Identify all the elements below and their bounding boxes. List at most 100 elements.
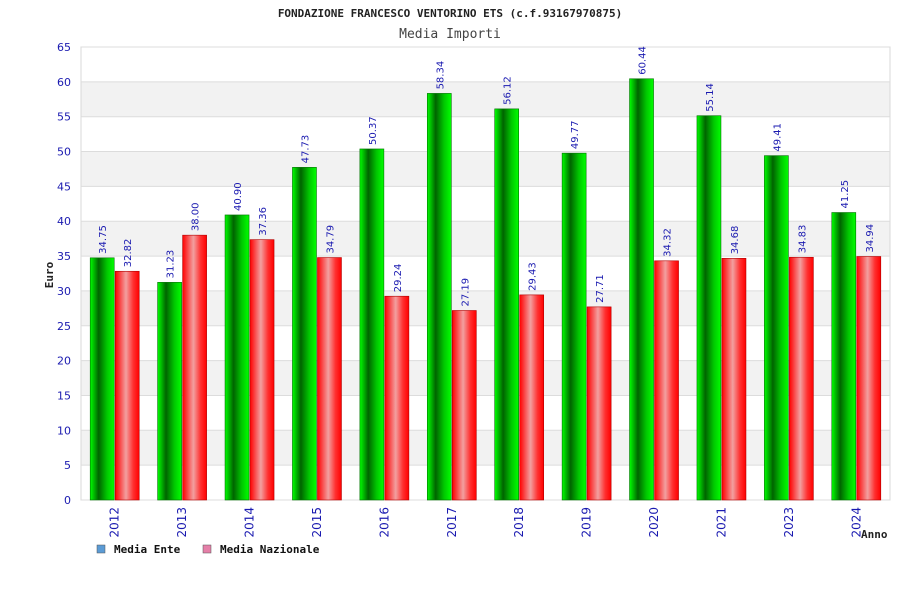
bar-media-ente — [561, 152, 587, 501]
bar-media-ente — [494, 108, 520, 501]
y-tick-label: 50 — [57, 146, 71, 159]
y-tick-label: 60 — [57, 76, 71, 89]
plot-band — [81, 465, 890, 500]
bar-media-ente — [157, 282, 182, 501]
y-tick-label: 65 — [57, 41, 71, 54]
legend-swatch-media-nazionale — [202, 544, 212, 554]
value-label-media-nazionale: 34.68 — [730, 226, 741, 255]
bar-media-ente — [831, 212, 857, 501]
x-tick-label: 2016 — [377, 507, 391, 538]
y-axis-label: Euro — [43, 261, 56, 288]
plot-band — [81, 290, 890, 326]
y-tick-label: 45 — [57, 180, 71, 193]
bar-media-ente — [629, 78, 654, 501]
y-tick-label: 25 — [57, 320, 71, 333]
value-label-media-nazionale: 32.82 — [123, 239, 134, 268]
value-label-media-nazionale: 29.24 — [393, 264, 404, 293]
bar-media-nazionale — [654, 260, 679, 501]
y-tick-label: 20 — [57, 355, 71, 368]
x-tick-label: 2019 — [580, 507, 594, 538]
legend-label-media-nazionale: Media Nazionale — [220, 543, 320, 556]
value-label-media-ente: 49.77 — [570, 121, 581, 150]
x-tick-label: 2015 — [310, 507, 324, 538]
x-tick-label: 2018 — [512, 507, 526, 538]
value-label-media-ente: 50.37 — [368, 116, 379, 145]
y-tick-label: 55 — [57, 111, 71, 124]
plot-band — [81, 395, 890, 431]
bar-media-nazionale — [586, 306, 612, 501]
bar-media-nazionale — [789, 256, 814, 501]
plot-band — [81, 256, 890, 291]
x-tick-label: 2012 — [108, 507, 122, 538]
value-label-media-ente: 41.25 — [840, 180, 851, 209]
value-label-media-nazionale: 34.32 — [663, 228, 674, 257]
y-tick-label: 10 — [57, 424, 71, 437]
y-tick-label: 30 — [57, 285, 71, 298]
legend-label-media-ente: Media Ente — [114, 543, 181, 556]
x-tick-label: 2013 — [175, 507, 189, 538]
bar-media-nazionale — [317, 257, 342, 501]
bar-media-ente — [224, 214, 250, 501]
x-axis-ticks: 2012 2013 2014 2015 2016 2017 2018 2019 2020 2021… — [108, 507, 864, 538]
value-label-media-ente: 47.73 — [300, 135, 311, 164]
plot-band — [81, 47, 890, 82]
plot-band — [81, 186, 890, 222]
x-tick-label: 2020 — [647, 507, 661, 538]
bar-media-nazionale — [114, 270, 140, 501]
plot-band — [81, 360, 890, 396]
bar-media-nazionale — [856, 256, 882, 501]
x-axis-label: Anno — [861, 528, 888, 541]
value-label-media-ente: 56.12 — [503, 76, 514, 105]
value-label-media-nazionale: 27.71 — [595, 274, 606, 303]
bar-media-ente — [292, 167, 317, 501]
plot-background — [80, 46, 891, 501]
x-tick-label: 2023 — [782, 507, 796, 538]
x-tick-label: 2014 — [243, 507, 257, 538]
value-label-media-ente: 40.90 — [233, 182, 244, 211]
y-axis-ticks: 0 5 10 15 20 25 30 35 40 45 50 55 60 65 — [57, 41, 71, 507]
y-tick-label: 35 — [57, 250, 71, 263]
x-tick-label: 2024 — [849, 507, 863, 538]
value-label-media-nazionale: 37.36 — [258, 207, 269, 236]
chart-title: FONDAZIONE FRANCESCO VENTORINO ETS (c.f.… — [278, 7, 622, 20]
value-label-media-nazionale: 34.83 — [797, 225, 808, 254]
bar-media-ente — [696, 115, 722, 501]
value-labels: 34.75 32.82 31.23 38.00 40.90 37.36 47.73 34.79… — [98, 46, 876, 306]
chart-subtitle: Media Importi — [399, 27, 501, 42]
bar-media-nazionale — [451, 310, 477, 501]
value-label-media-nazionale: 29.43 — [528, 262, 539, 291]
bar-media-ente — [359, 148, 385, 501]
x-tick-label: 2021 — [714, 507, 728, 538]
y-tick-label: 40 — [57, 215, 71, 228]
bar-media-nazionale — [721, 258, 747, 501]
y-tick-label: 15 — [57, 389, 71, 402]
value-label-media-ente: 55.14 — [705, 83, 716, 112]
bar-media-nazionale — [182, 234, 207, 501]
bar-media-ente — [764, 155, 789, 501]
plot-band — [81, 151, 890, 187]
plot-band — [81, 116, 890, 152]
value-label-media-nazionale: 34.79 — [325, 225, 336, 254]
value-label-media-ente: 34.75 — [98, 225, 109, 254]
bar-media-nazionale — [519, 294, 545, 501]
bars — [89, 78, 882, 501]
plot-band — [81, 81, 890, 117]
plot-band — [81, 325, 890, 361]
value-label-media-nazionale: 38.00 — [191, 203, 202, 232]
legend: Media Ente Media Nazionale — [96, 543, 320, 556]
grid-lines — [81, 46, 890, 501]
value-label-media-ente: 31.23 — [166, 250, 177, 279]
y-tick-label: 0 — [64, 494, 71, 507]
legend-swatch-media-ente — [96, 544, 106, 554]
bar-media-ente — [89, 257, 115, 501]
value-label-media-ente: 60.44 — [638, 46, 649, 75]
x-tick-label: 2017 — [445, 507, 459, 538]
bar-media-nazionale — [384, 295, 410, 501]
value-label-media-ente: 49.41 — [772, 123, 783, 152]
plot-band — [81, 430, 890, 466]
y-tick-label: 5 — [64, 459, 71, 472]
value-label-media-nazionale: 27.19 — [460, 278, 471, 307]
bar-media-nazionale — [249, 239, 275, 501]
value-label-media-nazionale: 34.94 — [865, 224, 876, 253]
